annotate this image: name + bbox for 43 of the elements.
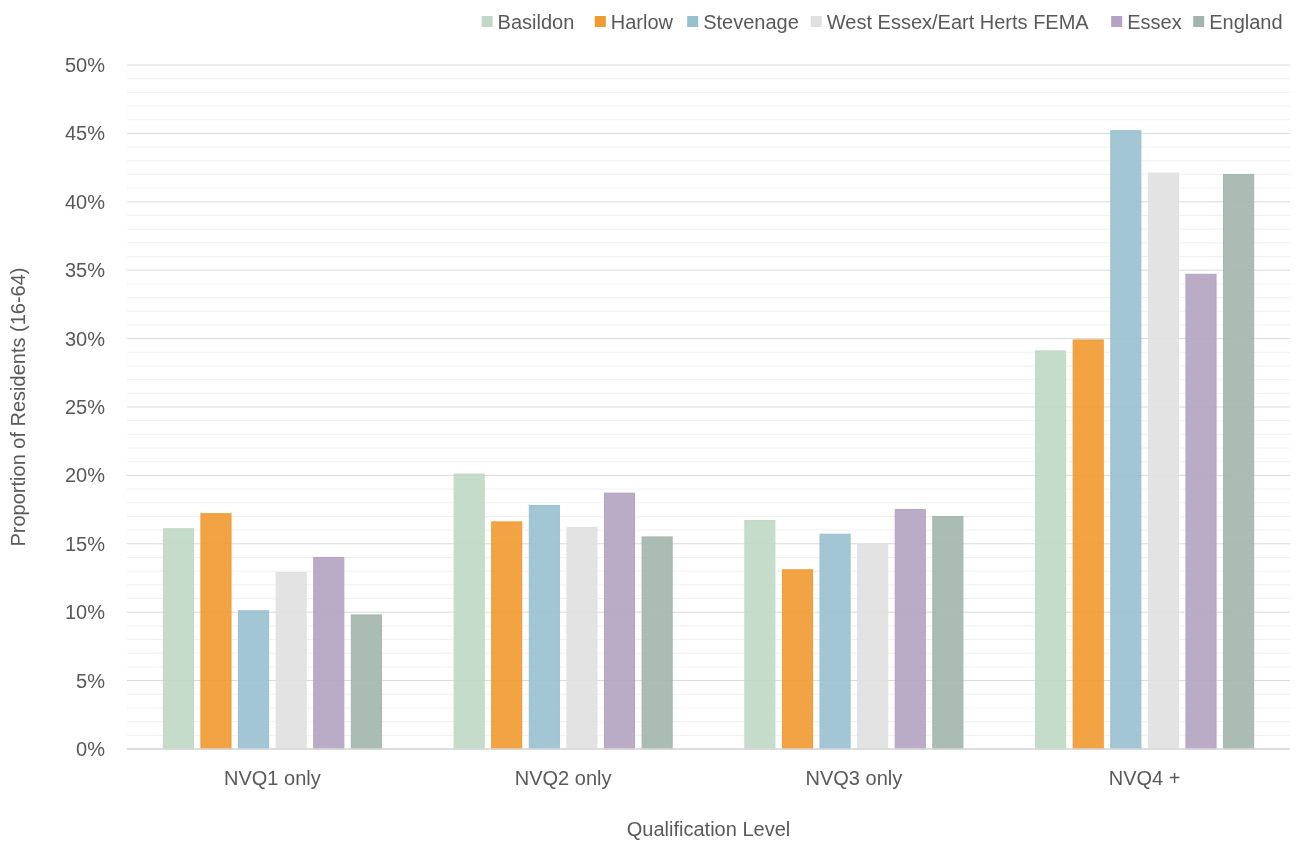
y-tick-label: 20% (64, 464, 106, 487)
bar (603, 492, 636, 750)
bar (350, 614, 382, 750)
bar (1072, 339, 1104, 750)
bar (781, 569, 814, 750)
y-tick-label: 5% (76, 669, 106, 692)
bar (1110, 130, 1142, 750)
legend-label: England (1209, 11, 1283, 33)
bar (1035, 350, 1067, 750)
x-tick-label: NVQ1 only (224, 767, 321, 789)
bar (894, 509, 926, 750)
bar (200, 513, 232, 750)
y-tick-label: 10% (64, 601, 106, 624)
x-tick-label: NVQ3 only (805, 767, 903, 789)
bar (744, 520, 776, 750)
y-tick-label: 50% (64, 54, 106, 76)
bar (162, 528, 194, 750)
bar (641, 536, 673, 750)
x-tick-label: NVQ4 + (1108, 767, 1181, 789)
y-tick-label: 30% (64, 327, 106, 350)
bar (932, 515, 964, 750)
x-tick-label: NVQ2 only (514, 767, 612, 789)
y-tick-label: 45% (64, 122, 106, 145)
y-tick-label: 40% (64, 190, 106, 213)
legend-label: Basildon (497, 11, 575, 33)
bar (1223, 173, 1255, 750)
bar (1185, 273, 1217, 750)
legend-label: Stevenage (703, 11, 799, 33)
y-tick-label: 15% (64, 532, 106, 555)
y-tick-label: 25% (64, 396, 106, 418)
bar (528, 505, 560, 750)
legend-label: Essex (1127, 11, 1182, 33)
bar (313, 556, 345, 750)
bar (491, 521, 523, 750)
legend-label: Harlow (610, 11, 674, 33)
legend-label: West Essex/Eart Herts FEMA (826, 11, 1090, 33)
y-axis-title: Proportion of Residents (16-64) (7, 267, 29, 547)
bar (238, 610, 270, 750)
y-tick-label: 35% (64, 259, 106, 282)
x-axis-title: Qualification Level (626, 818, 791, 840)
bar (453, 473, 485, 750)
y-tick-label: 0% (76, 738, 106, 760)
bar (819, 533, 851, 750)
